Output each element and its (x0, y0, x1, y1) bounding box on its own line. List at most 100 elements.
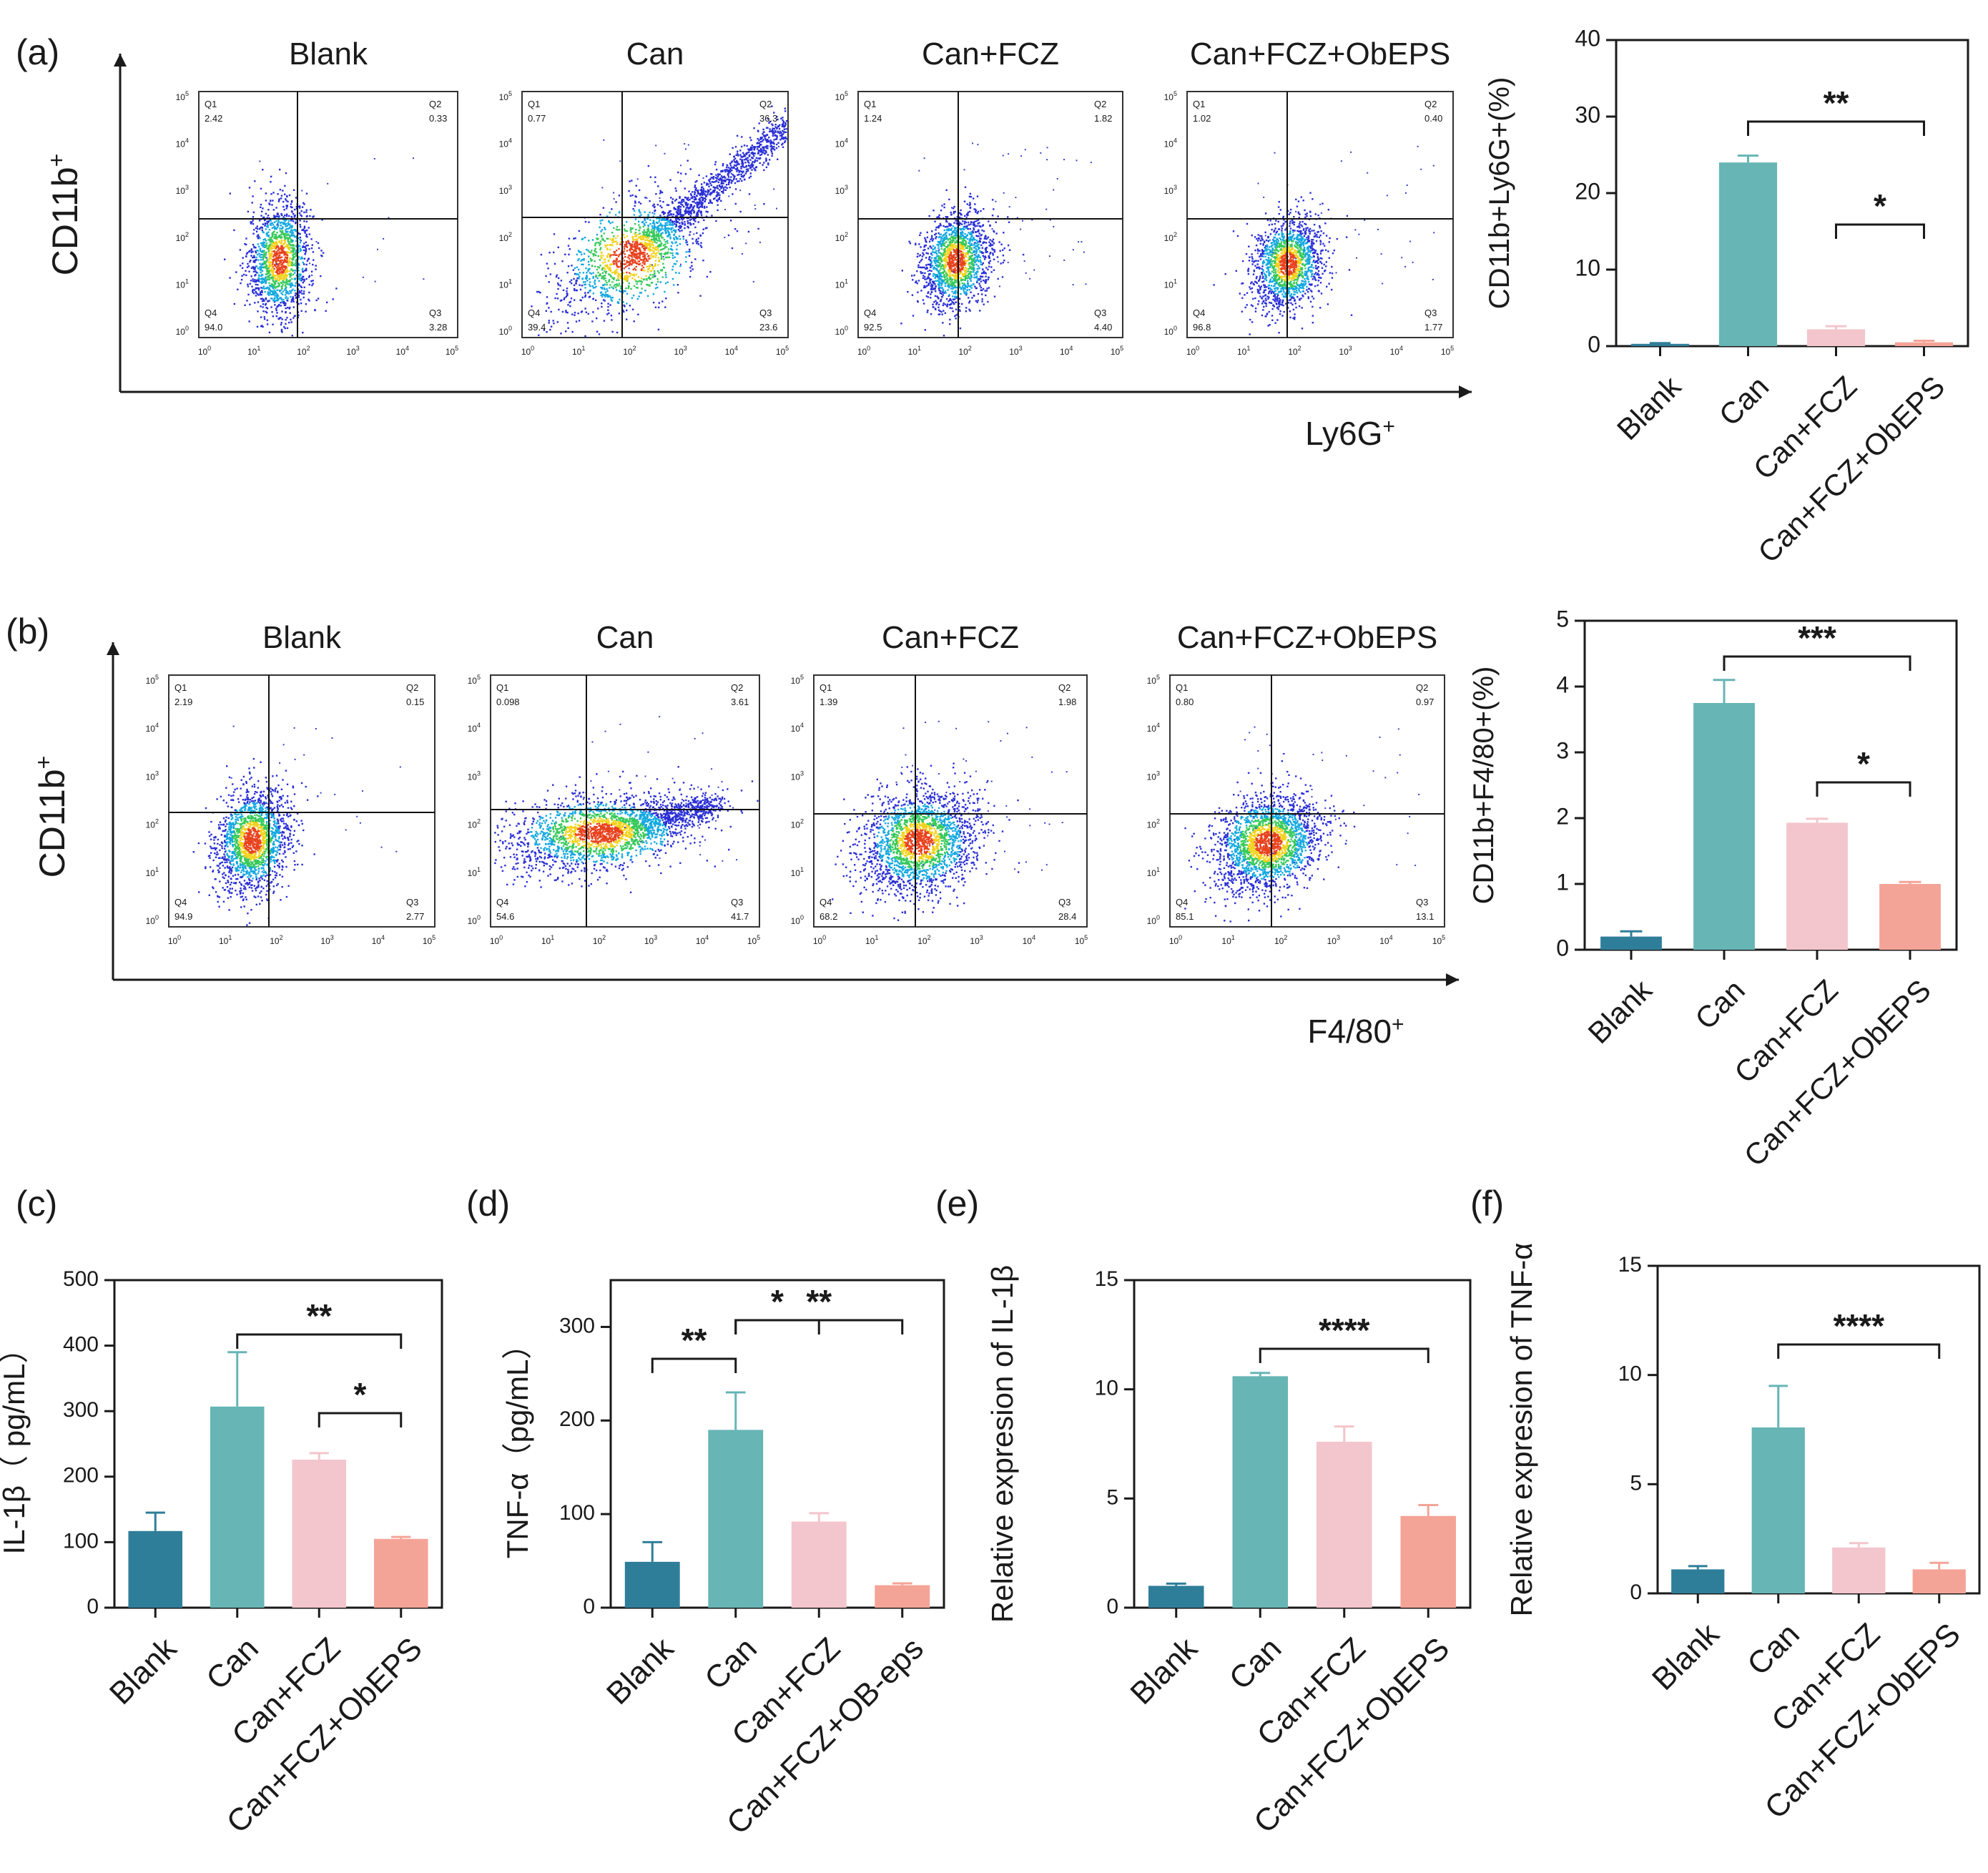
flow-event (969, 238, 971, 241)
flow-event (940, 298, 943, 301)
flow-event (299, 205, 301, 207)
flow-event (686, 217, 689, 220)
flow-event (975, 273, 978, 275)
flow-event (295, 245, 297, 247)
flow-event (256, 325, 259, 328)
flow-event (680, 203, 682, 205)
flow-event (267, 265, 270, 267)
flow-event (930, 266, 932, 269)
flow-event (767, 117, 769, 120)
flow-event (944, 247, 946, 250)
flow-event (734, 164, 736, 167)
flow-event (616, 235, 619, 237)
flow-event (644, 252, 646, 254)
flow-event (286, 250, 289, 253)
flow-event (286, 195, 288, 197)
flow-event (773, 188, 775, 190)
flow-event (654, 265, 656, 267)
flow-event (668, 256, 671, 259)
flow-event (925, 257, 927, 259)
flow-event (615, 259, 617, 261)
flow-event (305, 241, 307, 243)
flow-event (940, 252, 942, 255)
flow-event (940, 210, 943, 212)
flow-event (287, 227, 290, 230)
flow-event (644, 234, 647, 236)
flow-event (651, 229, 653, 231)
flow-event (673, 262, 676, 265)
flow-event (254, 268, 256, 270)
flow-event (603, 320, 606, 322)
flow-event (272, 192, 275, 194)
flow-event (634, 254, 636, 256)
flow-event (940, 284, 943, 287)
flow-event (601, 187, 604, 189)
flow-event (657, 225, 659, 227)
flow-event (694, 186, 696, 188)
quadrant-label-q4: Q4 (205, 308, 217, 318)
flow-event (751, 147, 753, 149)
flow-event (270, 298, 272, 300)
flow-event (658, 259, 660, 261)
flow-event (636, 178, 639, 180)
flow-event (749, 148, 752, 150)
flow-event (651, 235, 654, 237)
flow-event (271, 235, 273, 238)
flow-event (275, 287, 277, 289)
flow-panel-panel_a: (a)CD11b+Ly6G+BlankQ12.42Q20.33Q33.28Q49… (16, 32, 1472, 452)
flow-event (771, 123, 773, 125)
flow-event (925, 240, 927, 242)
flow-event (681, 223, 684, 225)
flow-event (944, 232, 947, 235)
flow-event (588, 221, 590, 223)
flow-event (258, 274, 260, 277)
flow-event (670, 248, 673, 251)
flow-event (272, 254, 275, 257)
flow-event (939, 225, 942, 227)
flow-event (265, 298, 267, 300)
flow-event (594, 250, 596, 252)
flow-event (667, 251, 669, 253)
flow-event (636, 245, 639, 247)
flow-event (762, 164, 764, 166)
flow-event (587, 292, 589, 294)
flow-event (692, 237, 694, 240)
flow-event (980, 210, 982, 212)
flow-event (280, 264, 282, 266)
flow-event (270, 277, 272, 279)
flow-event (299, 247, 302, 250)
flow-event (687, 243, 689, 246)
flow-event (301, 292, 303, 295)
flow-event (689, 275, 692, 278)
flow-event (964, 220, 966, 223)
flow-event (287, 270, 289, 272)
flow-event (289, 257, 291, 260)
flow-event (302, 331, 304, 334)
flow-event (568, 237, 571, 240)
flow-event (256, 225, 258, 227)
flow-event (752, 157, 754, 159)
flow-event (978, 279, 980, 281)
flow-event (779, 124, 781, 127)
flow-event (662, 244, 665, 247)
flow-event (717, 173, 719, 175)
flow-event (759, 137, 762, 139)
flow-event (979, 310, 981, 312)
flow-event (302, 278, 304, 280)
flow-event (971, 252, 973, 255)
flow-event (703, 219, 705, 222)
flow-event (702, 194, 704, 196)
flow-event (673, 238, 676, 241)
flow-event (265, 276, 267, 278)
flow-event (953, 240, 955, 242)
flow-event (687, 197, 689, 199)
flow-event (300, 257, 302, 260)
flow-event (256, 287, 259, 290)
flow-event (967, 237, 969, 240)
flow-event (670, 229, 672, 231)
x-log-tick-exponent: 4 (734, 345, 738, 352)
flow-event (275, 220, 277, 222)
flow-event (710, 192, 713, 195)
flow-event (727, 170, 729, 172)
flow-event (559, 285, 561, 287)
